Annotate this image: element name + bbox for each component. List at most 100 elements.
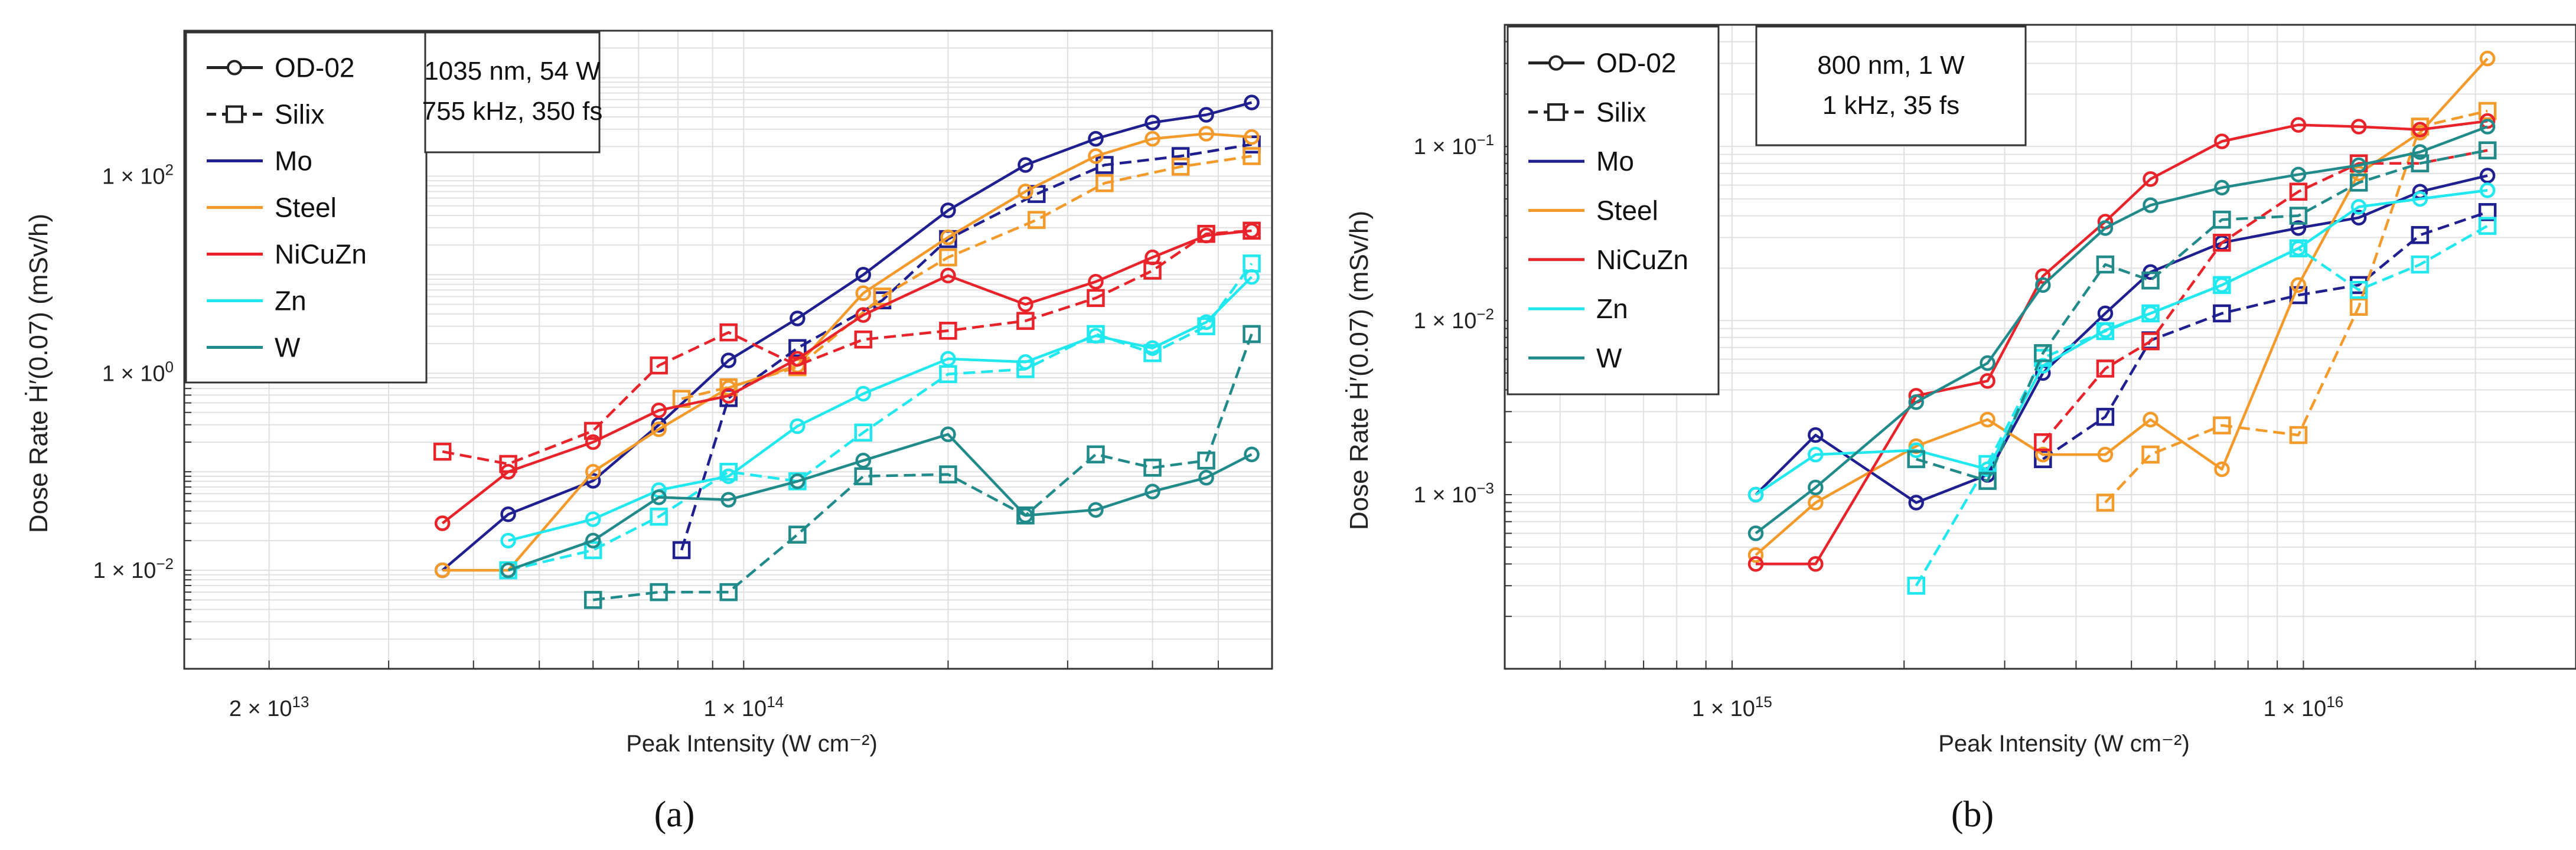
data-point-w-silix	[854, 467, 873, 486]
data-point-mo-silix	[1243, 135, 1261, 153]
data-point-nicuzn-silix	[854, 330, 873, 349]
data-point-steel-silix	[939, 248, 957, 267]
series-line-nicuzn-od-02	[1756, 119, 2488, 565]
data-point-mo-od-02	[940, 202, 956, 218]
series-group	[433, 94, 1261, 609]
data-point-w-od-02	[2350, 157, 2367, 174]
legend: OD-02 Silix Mo Steel NiCuZn Zn W	[185, 31, 428, 384]
series-line-steel-od-02	[1755, 57, 2489, 556]
data-point-w-silix	[650, 583, 668, 601]
data-point-steel-silix	[2096, 493, 2115, 512]
data-point-w-silix	[2034, 344, 2052, 362]
annotation: 800 nm, 1 W 1 kHz, 35 fs	[1755, 25, 2027, 146]
data-point-w-silix	[1907, 450, 1925, 469]
x-tick-label: 1 × 1015	[1692, 693, 1772, 721]
data-point-steel-od-02	[1747, 547, 1764, 563]
data-point-mo-od-02	[500, 506, 516, 522]
data-point-w-silix	[1197, 451, 1215, 470]
data-point-mo-silix	[2213, 304, 2231, 323]
data-point-w-od-02	[855, 452, 872, 469]
series-line-zn-od-02	[1755, 189, 2488, 496]
data-point-nicuzn-silix	[650, 356, 668, 375]
y-tick-label: 1 × 100	[102, 358, 174, 386]
legend-marker-circle	[1548, 55, 1564, 71]
data-point-nicuzn-silix	[2141, 332, 2160, 351]
series-line-steel-od-02	[442, 132, 1252, 572]
data-point-w-od-02	[2412, 144, 2428, 160]
data-point-zn-silix	[2289, 239, 2308, 257]
data-point-steel-od-02	[1244, 129, 1260, 145]
data-point-mo-od-02	[720, 352, 736, 368]
legend-label: NiCuZn	[1596, 244, 1688, 275]
legend-label: Silix	[275, 99, 324, 130]
series-line-w-silix	[1916, 149, 2488, 482]
data-point-steel-silix	[2349, 298, 2368, 316]
legend-label: NiCuZn	[275, 239, 367, 270]
x-axis-label: Peak Intensity (W cm⁻²)	[1938, 731, 2190, 757]
data-point-zn-silix	[583, 541, 602, 560]
data-point-zn-silix	[2141, 304, 2160, 323]
axes-frame	[183, 30, 1273, 670]
data-point-mo-od-02	[2350, 210, 2367, 226]
data-point-mo-od-02	[1144, 115, 1160, 130]
x-tick-label: 1 × 1016	[2264, 693, 2344, 721]
legend-marker-circle	[227, 60, 242, 76]
data-point-steel-silix	[873, 287, 892, 306]
data-point-zn-silix	[719, 462, 738, 481]
legend: OD-02 Silix Mo Steel NiCuZn Zn W	[1507, 25, 1720, 395]
legend-label: Zn	[275, 286, 306, 316]
data-point-zn-silix	[2478, 217, 2497, 235]
data-point-steel-silix	[1028, 211, 1046, 229]
data-point-nicuzn-od-02	[2412, 122, 2428, 138]
data-point-nicuzn-od-02	[1088, 273, 1104, 290]
series-line-w-od-02	[1755, 125, 2488, 535]
annotation-text: 1 kHz, 35 fs	[1822, 91, 1959, 120]
series-line-zn-silix	[1915, 224, 2489, 587]
data-point-zn-silix	[1197, 317, 1215, 335]
data-point-w-od-02	[790, 473, 806, 489]
data-point-zn-silix	[650, 508, 668, 526]
legend-label: Silix	[1596, 97, 1646, 128]
data-point-steel-od-02	[1088, 148, 1104, 164]
annotation-text: 755 kHz, 350 fs	[422, 97, 603, 126]
panel-label: (a)	[654, 795, 695, 835]
x-axis-label: Peak Intensity (W cm⁻²)	[626, 731, 878, 757]
y-axis-label: Dose Rate Ḣ′(0.07) (mSv/h)	[1345, 211, 1374, 530]
data-point-zn-silix	[1016, 360, 1035, 378]
data-point-nicuzn-od-02	[940, 267, 956, 284]
data-point-steel-od-02	[940, 229, 956, 246]
data-point-nicuzn-od-02	[585, 434, 601, 450]
data-point-zn-silix	[854, 423, 873, 442]
data-point-steel-od-02	[2035, 446, 2051, 463]
data-point-steel-silix	[1095, 174, 1114, 192]
data-point-nicuzn-od-02	[855, 307, 872, 323]
data-point-nicuzn-od-02	[2214, 133, 2230, 149]
data-point-w-silix	[1978, 472, 1997, 490]
data-point-zn-od-02	[2479, 182, 2496, 198]
data-point-zn-silix	[1143, 344, 1162, 362]
data-point-mo-od-02	[1908, 495, 1924, 511]
data-point-steel-od-02	[1198, 126, 1214, 142]
data-point-nicuzn-silix	[788, 356, 807, 375]
data-point-w-silix	[583, 591, 602, 609]
legend-label: Steel	[275, 192, 337, 223]
data-point-steel-od-02	[434, 562, 451, 578]
annotation-box	[1755, 25, 2027, 146]
data-point-w-silix	[2096, 255, 2115, 274]
data-point-zn-od-02	[855, 385, 872, 402]
series-line-w-silix	[592, 334, 1253, 601]
data-point-w-silix	[1243, 325, 1261, 344]
data-point-nicuzn-od-02	[434, 515, 451, 531]
data-point-w-silix	[2141, 271, 2160, 290]
data-point-nicuzn-silix	[719, 323, 738, 342]
data-point-nicuzn-od-02	[720, 388, 736, 404]
series-line-steel-silix	[681, 155, 1252, 400]
legend-marker-square	[226, 105, 243, 123]
data-point-mo-od-02	[1808, 427, 1824, 443]
data-point-mo-od-02	[855, 267, 872, 283]
data-point-zn-silix	[2096, 322, 2115, 341]
data-point-nicuzn-silix	[2096, 359, 2115, 378]
data-point-nicuzn-silix	[939, 322, 957, 340]
data-point-steel-silix	[2478, 102, 2497, 120]
data-point-nicuzn-silix	[1243, 221, 1261, 240]
